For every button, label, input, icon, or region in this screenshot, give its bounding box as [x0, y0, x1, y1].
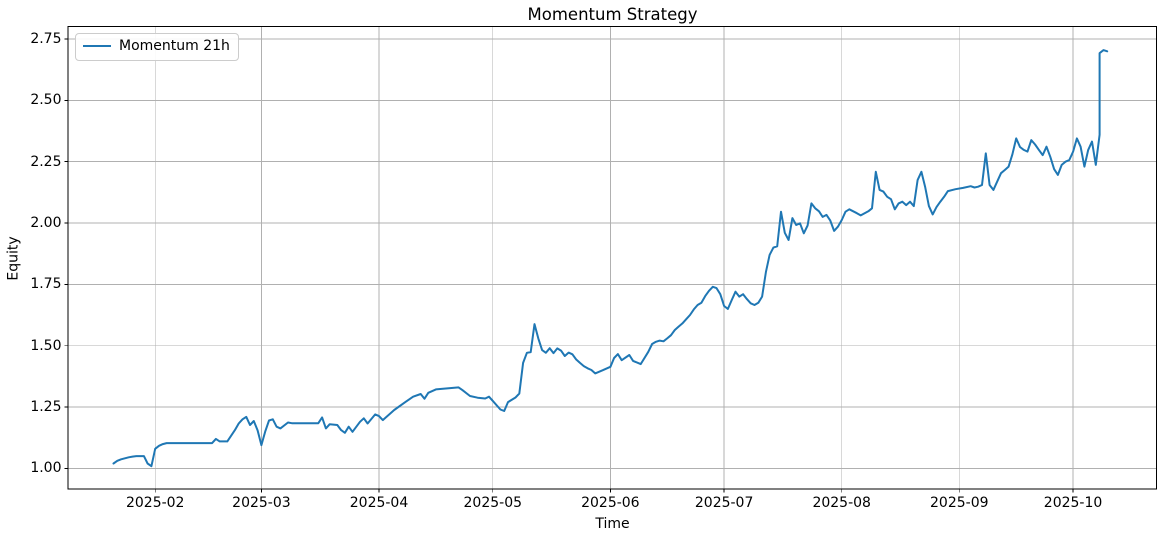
y-tick-label: 1.00	[30, 460, 62, 477]
y-tick-label: 2.75	[30, 31, 62, 47]
x-tick-label: 2025-02	[125, 495, 185, 511]
y-tick-label: 2.00	[30, 215, 62, 232]
y-tick-label: 1.50	[30, 337, 62, 354]
x-tick-label: 2025-08	[812, 495, 871, 511]
series-line-momentum-21h	[112, 49, 1109, 468]
x-tick-label: 2025-03	[232, 495, 291, 511]
x-tick-label: 2025-04	[349, 495, 409, 511]
y-tick-label: 1.25	[30, 399, 62, 416]
chart-title: Momentum Strategy	[527, 5, 698, 24]
legend: Momentum 21h	[75, 33, 239, 61]
legend-line-sample	[83, 45, 111, 48]
plot-border	[67, 26, 1157, 490]
legend-label: Momentum 21h	[119, 38, 230, 54]
x-tick-label: 2025-10	[1043, 495, 1103, 511]
y-tick-label: 1.75	[30, 276, 62, 293]
y-tick-label: 2.50	[30, 92, 62, 109]
y-tick-label: 2.25	[30, 153, 62, 170]
x-tick-label: 2025-09	[930, 495, 989, 511]
x-tick-label: 2025-07	[694, 495, 754, 511]
x-tick-label: 2025-05	[463, 495, 523, 511]
x-tick-label: 2025-06	[581, 495, 640, 511]
x-axis-label: Time	[595, 516, 630, 532]
